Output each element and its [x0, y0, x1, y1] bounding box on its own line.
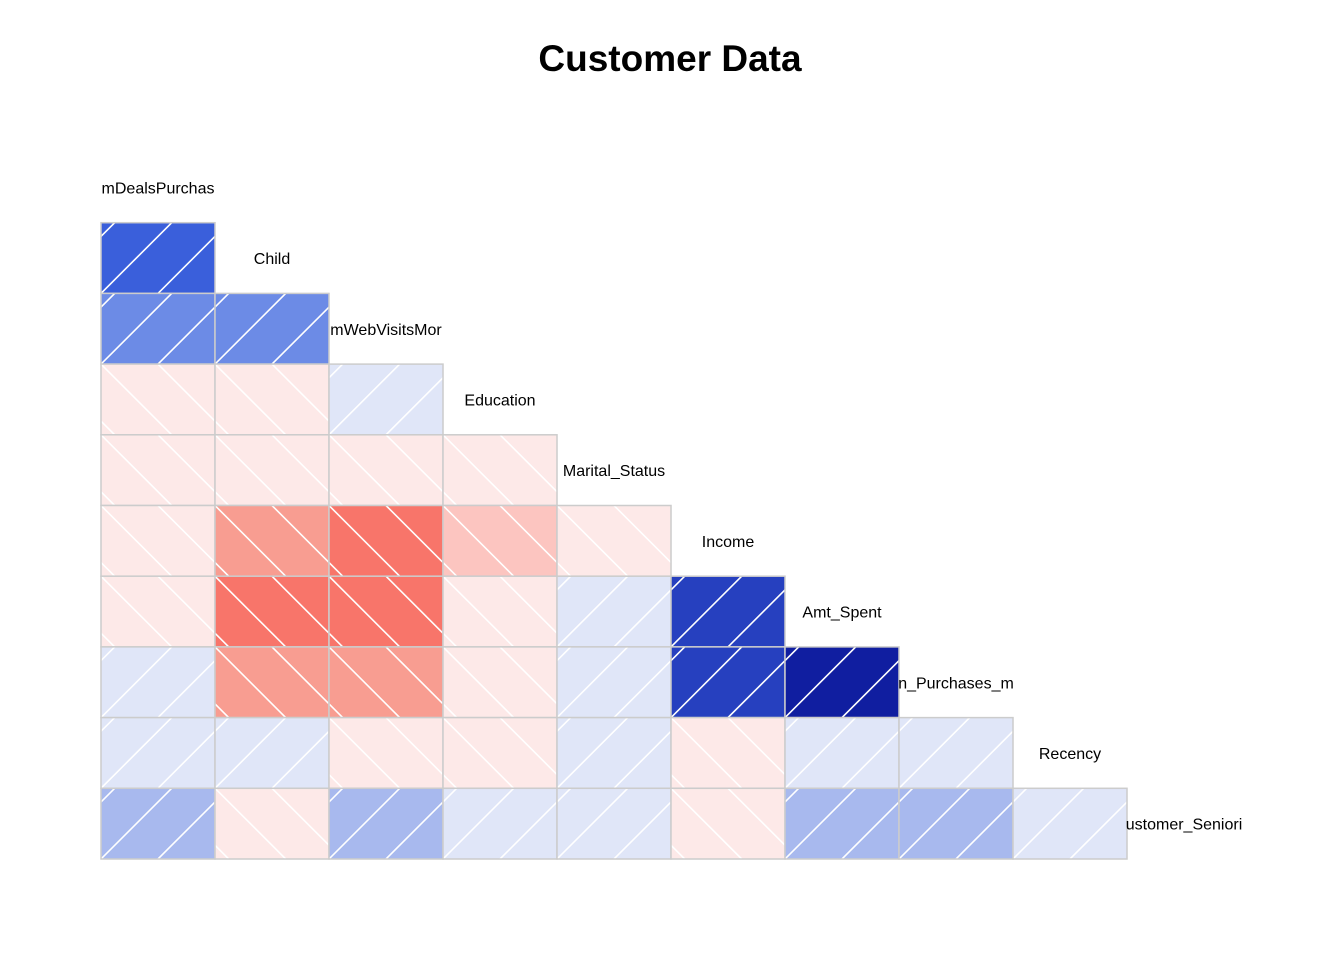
variable-label: Child	[254, 251, 290, 268]
correlation-cell	[442, 575, 558, 648]
hatch-lines	[443, 576, 557, 647]
variable-label: ustomer_Seniori	[1126, 817, 1243, 834]
correlation-cell	[100, 716, 216, 790]
correlation-cell	[328, 646, 444, 719]
correlation-cell	[100, 434, 216, 507]
correlation-cell	[328, 716, 444, 790]
correlation-cell	[100, 292, 216, 365]
correlation-cell	[898, 716, 1014, 790]
hatch-lines	[557, 717, 671, 789]
hatch-lines	[101, 364, 215, 435]
correlation-cell	[214, 504, 330, 577]
correlation-cell	[214, 716, 330, 790]
variable-labels: mDealsPurchas Child mWebVisitsMor Education…	[102, 180, 1243, 833]
hatch-lines	[215, 364, 329, 435]
hatch-lines	[215, 646, 329, 718]
hatch-lines	[329, 434, 443, 506]
hatch-lines	[101, 576, 215, 647]
hatch-lines	[443, 788, 557, 859]
hatch-lines	[671, 717, 785, 789]
correlation-cell	[328, 575, 444, 648]
hatch-lines	[329, 646, 443, 718]
correlation-cell	[100, 504, 216, 577]
variable-label: mWebVisitsMor	[330, 322, 442, 339]
hatch-lines	[215, 434, 329, 506]
hatch-lines	[329, 364, 443, 435]
correlation-cell	[670, 787, 786, 860]
hatch-lines	[443, 434, 557, 506]
hatch-lines	[443, 646, 557, 718]
correlation-cell	[784, 646, 900, 719]
correlation-cell	[100, 363, 216, 436]
hatch-lines	[443, 717, 557, 789]
hatch-lines	[215, 505, 329, 577]
correlation-cell	[670, 716, 786, 790]
hatch-lines	[101, 222, 215, 294]
correlation-cell	[214, 646, 330, 719]
variable-label: Education	[464, 392, 535, 409]
hatch-lines	[101, 788, 215, 859]
hatch-lines	[215, 717, 329, 789]
hatch-lines	[671, 788, 785, 859]
correlation-cell	[1012, 787, 1128, 860]
correlation-cell	[100, 646, 216, 719]
hatch-lines	[443, 505, 557, 577]
hatch-lines	[215, 293, 329, 365]
variable-label: Recency	[1039, 746, 1101, 763]
hatch-lines	[101, 293, 215, 365]
hatch-lines	[899, 788, 1013, 859]
hatch-lines	[101, 717, 215, 789]
correlation-cell	[784, 716, 900, 790]
hatch-lines	[101, 434, 215, 506]
hatch-lines	[671, 576, 785, 647]
hatch-lines	[329, 505, 443, 577]
correlation-cell	[100, 787, 216, 860]
correlation-cells	[100, 221, 1128, 860]
chart-title: Customer Data	[538, 38, 802, 79]
hatch-lines	[557, 505, 671, 577]
hatch-lines	[101, 646, 215, 718]
correlation-cell	[214, 292, 330, 365]
hatch-lines	[329, 717, 443, 789]
correlation-cell	[898, 787, 1014, 860]
hatch-lines	[671, 646, 785, 718]
variable-label: Marital_Status	[563, 463, 665, 480]
variable-label: Amt_Spent	[802, 605, 882, 622]
correlation-cell	[214, 787, 330, 860]
variable-label: Income	[702, 534, 755, 551]
correlation-cell	[670, 575, 786, 648]
variable-label: n_Purchases_m	[898, 675, 1014, 692]
hatch-lines	[785, 788, 899, 859]
hatch-lines	[557, 646, 671, 718]
hatch-lines	[329, 788, 443, 859]
correlation-cell	[214, 363, 330, 436]
hatch-lines	[329, 576, 443, 647]
correlation-cell	[328, 787, 444, 860]
variable-label: mDealsPurchas	[102, 180, 215, 197]
correlation-cell	[328, 434, 444, 507]
hatch-lines	[785, 717, 899, 789]
correlation-cell	[100, 221, 216, 295]
correlation-cell	[328, 363, 444, 436]
correlation-cell	[442, 787, 558, 860]
correlation-cell	[328, 504, 444, 577]
correlation-cell	[442, 646, 558, 719]
hatch-lines	[1013, 788, 1127, 859]
correlation-cell	[670, 646, 786, 719]
correlation-cell	[442, 504, 558, 577]
hatch-lines	[899, 717, 1013, 789]
correlation-cell	[556, 787, 672, 860]
hatch-lines	[785, 646, 899, 718]
hatch-lines	[557, 788, 671, 859]
hatch-lines	[101, 505, 215, 577]
hatch-lines	[215, 788, 329, 859]
hatch-lines	[557, 576, 671, 647]
hatch-lines	[215, 576, 329, 647]
